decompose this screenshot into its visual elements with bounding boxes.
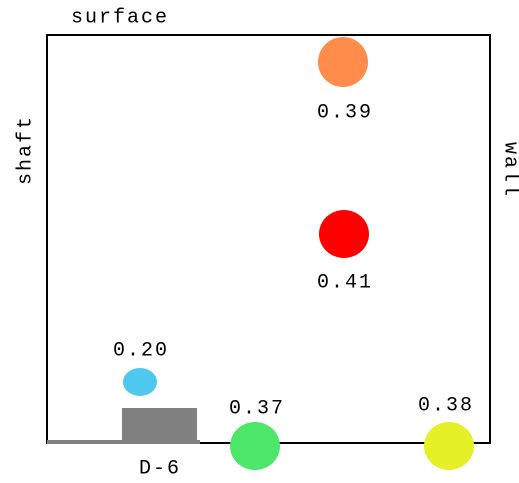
top-label: surface — [71, 6, 169, 29]
node-circle — [123, 368, 157, 396]
right-label: wall — [499, 142, 519, 198]
frame — [46, 34, 491, 444]
node-circle — [318, 37, 368, 87]
node-label: 0.20 — [113, 339, 169, 362]
node-label: 0.38 — [418, 394, 474, 417]
node-label: 0.41 — [317, 271, 373, 294]
block — [122, 408, 197, 444]
node-circle — [424, 422, 474, 470]
node-circle — [230, 422, 280, 470]
node-label: 0.39 — [317, 101, 373, 124]
node-circle — [319, 210, 369, 258]
node-label: 0.37 — [229, 397, 285, 420]
left-label: shaft — [14, 115, 37, 185]
block-label: D-6 — [139, 457, 181, 480]
